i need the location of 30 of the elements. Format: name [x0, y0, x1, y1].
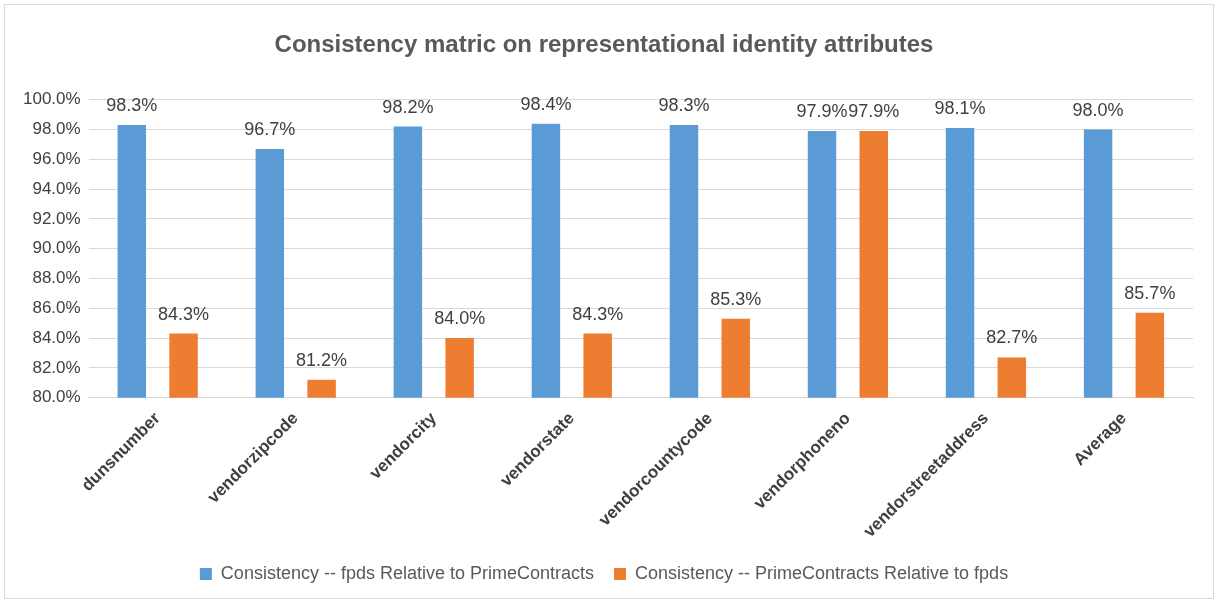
legend-label: Consistency -- fpds Relative to PrimeContracts	[220, 562, 595, 583]
data-label: 98.0%	[1072, 99, 1124, 120]
y-tick-label: 100.0%	[22, 89, 81, 109]
y-tick-label: 90.0%	[32, 238, 81, 258]
y-tick-label: 92.0%	[32, 208, 81, 228]
y-tick-label: 82.0%	[32, 357, 81, 377]
data-label: 84.0%	[434, 308, 486, 329]
data-label: 98.1%	[934, 98, 986, 119]
legend-label: Consistency -- PrimeContracts Relative to fpds	[635, 562, 1009, 583]
data-label: 97.9%	[848, 101, 900, 122]
y-tick-label: 98.0%	[32, 119, 81, 139]
data-label: 98.2%	[382, 96, 434, 117]
data-label: 96.7%	[244, 118, 296, 139]
data-label: 85.3%	[710, 288, 762, 309]
y-tick-label: 86.0%	[32, 297, 81, 317]
y-tick-label: 96.0%	[32, 149, 81, 169]
data-label: 82.7%	[986, 327, 1038, 348]
y-tick-label: 80.0%	[32, 387, 81, 407]
data-label: 98.4%	[520, 93, 572, 114]
data-label: 84.3%	[158, 303, 210, 324]
y-tick-label: 88.0%	[32, 268, 81, 288]
data-label: 84.3%	[572, 303, 624, 324]
chart-title: Consistency matric on representational identity attributes	[274, 30, 934, 58]
y-tick-label: 94.0%	[32, 178, 81, 198]
data-label: 98.3%	[658, 95, 710, 116]
data-label: 85.7%	[1124, 282, 1176, 303]
data-label: 98.3%	[106, 95, 158, 116]
data-label: 81.2%	[296, 349, 348, 370]
data-label: 97.9%	[796, 101, 848, 122]
y-tick-label: 84.0%	[32, 327, 81, 347]
